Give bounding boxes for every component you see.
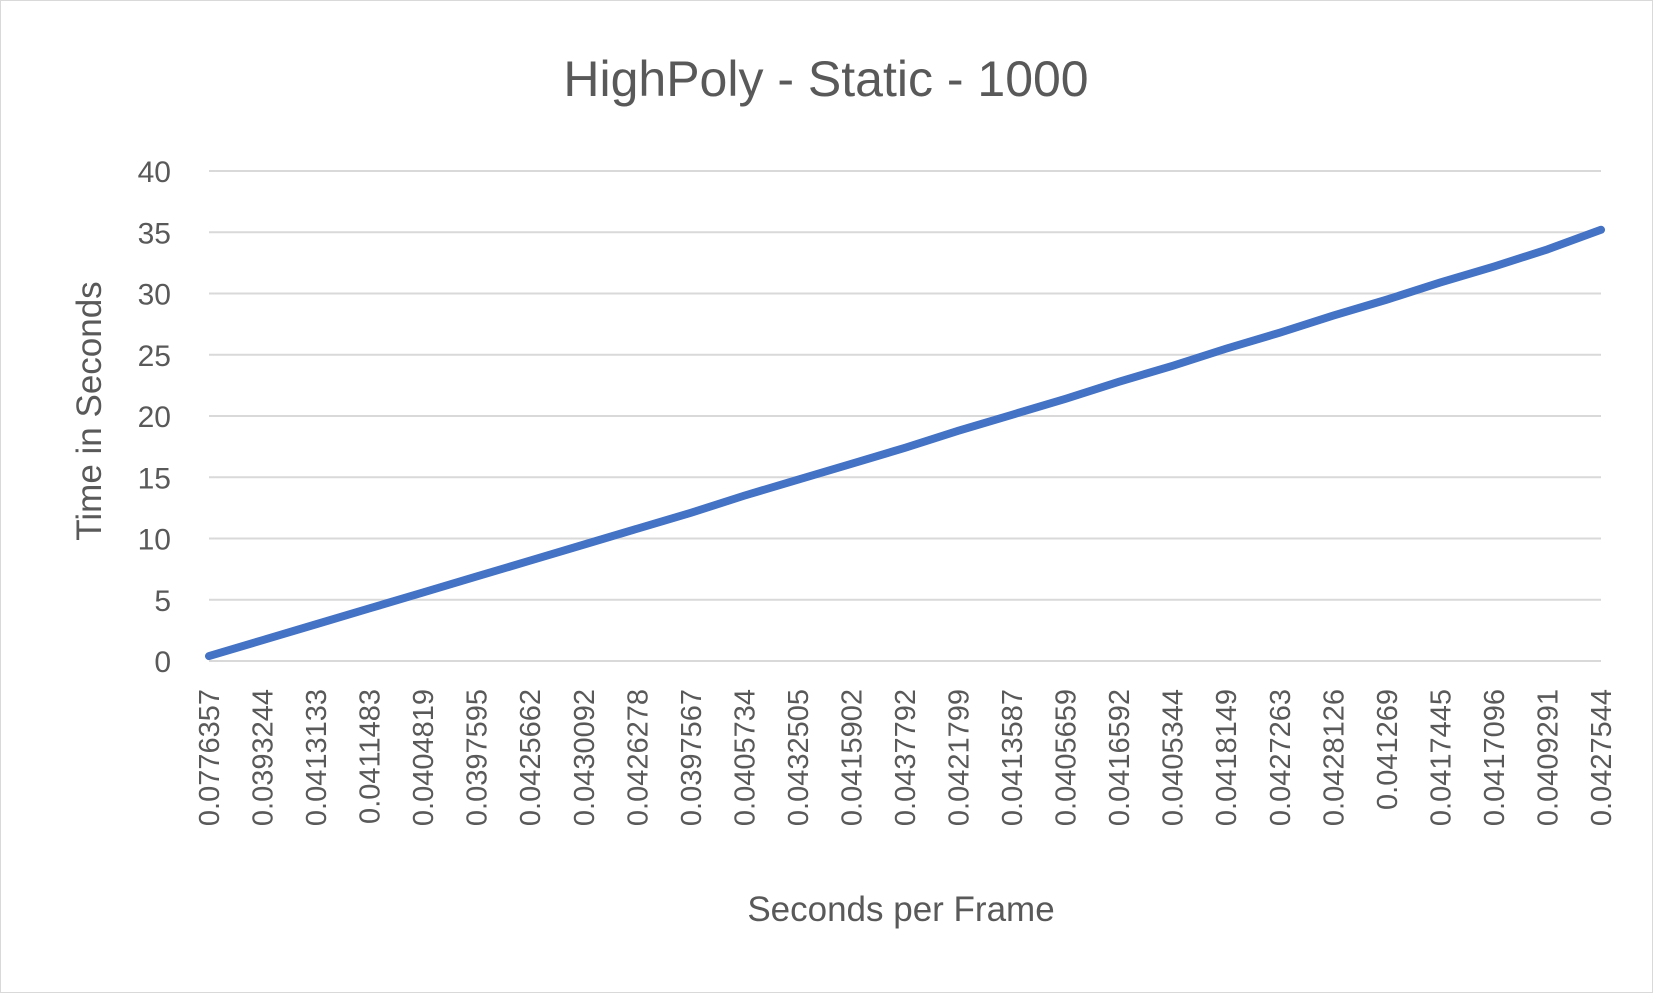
x-tick-label: 0.0430092 [569, 689, 601, 826]
x-tick-label: 0.0427544 [1586, 689, 1618, 826]
x-tick-label: 0.0428126 [1318, 689, 1350, 826]
data-point [473, 572, 481, 580]
x-tick-label: 0.0413587 [997, 689, 1029, 826]
y-axis-ticks: 0 5 10 15 20 25 30 35 40 [138, 156, 171, 679]
data-point [1436, 278, 1444, 286]
x-tick-label: 0.0397595 [462, 689, 494, 826]
data-point [1169, 362, 1177, 370]
data-point [1597, 226, 1605, 234]
data-point [580, 541, 588, 549]
x-axis-ticks: 0.0776357 0.0393244 0.0413133 0.0411483 0.04… [194, 689, 1618, 826]
gridlines [209, 170, 1601, 662]
data-point [955, 427, 963, 435]
x-tick-label: 0.0404819 [408, 689, 440, 826]
x-tick-label: 0.0432505 [783, 689, 815, 826]
x-tick-label: 0.0409291 [1532, 689, 1564, 826]
x-tick-label: 0.0415902 [836, 689, 868, 826]
x-tick-label: 0.0418149 [1211, 689, 1243, 826]
data-point [1115, 378, 1123, 386]
data-point [1222, 345, 1230, 353]
x-tick-label: 0.0405734 [729, 689, 761, 826]
x-tick-label: 0.0437792 [890, 689, 922, 826]
x-tick-label: 0.0421799 [944, 689, 976, 826]
y-tick-label: 40 [138, 156, 171, 189]
x-axis-title: Seconds per Frame [747, 890, 1054, 929]
data-point [1276, 329, 1284, 337]
x-tick-label: 0.0776357 [194, 689, 226, 826]
data-point [1329, 312, 1337, 320]
y-axis-title: Time in Seconds [70, 281, 109, 540]
data-point [312, 620, 320, 628]
y-tick-label: 20 [138, 401, 171, 434]
data-point [901, 444, 909, 452]
x-tick-label: 0.0417096 [1479, 689, 1511, 826]
data-point [794, 476, 802, 484]
data-point [419, 588, 427, 596]
x-tick-label: 0.0416592 [1104, 689, 1136, 826]
y-tick-label: 35 [138, 217, 171, 250]
x-tick-label: 0.041269 [1372, 689, 1404, 810]
data-point [740, 492, 748, 500]
x-tick-label: 0.0411483 [355, 689, 387, 824]
x-tick-label: 0.0425662 [515, 689, 547, 826]
data-point [1008, 411, 1016, 419]
x-tick-label: 0.0417445 [1425, 689, 1457, 826]
x-tick-label: 0.0393244 [248, 689, 280, 826]
data-point [847, 460, 855, 468]
y-tick-label: 15 [138, 462, 171, 495]
data-point [1062, 395, 1070, 403]
data-point [1383, 296, 1391, 304]
data-point [1490, 263, 1498, 271]
x-tick-label: 0.0405344 [1158, 689, 1190, 826]
data-point [633, 525, 641, 533]
y-tick-label: 30 [138, 279, 171, 312]
y-tick-label: 0 [154, 646, 171, 679]
x-tick-label: 0.0426278 [622, 689, 654, 826]
data-point [205, 652, 213, 660]
chart-title: HighPoly - Static - 1000 [563, 51, 1088, 107]
data-point [259, 636, 267, 644]
y-tick-label: 10 [138, 524, 171, 557]
x-tick-label: 0.0427263 [1265, 689, 1297, 826]
series-layer [205, 225, 1605, 661]
x-tick-label: 0.0405659 [1051, 689, 1083, 826]
data-point [526, 557, 534, 565]
y-tick-label: 25 [138, 340, 171, 373]
data-point [366, 604, 374, 612]
data-point [1543, 245, 1551, 253]
x-tick-label: 0.0397567 [676, 689, 708, 826]
y-tick-label: 5 [154, 585, 171, 618]
data-point [687, 509, 695, 517]
x-tick-label: 0.0413133 [301, 689, 333, 826]
